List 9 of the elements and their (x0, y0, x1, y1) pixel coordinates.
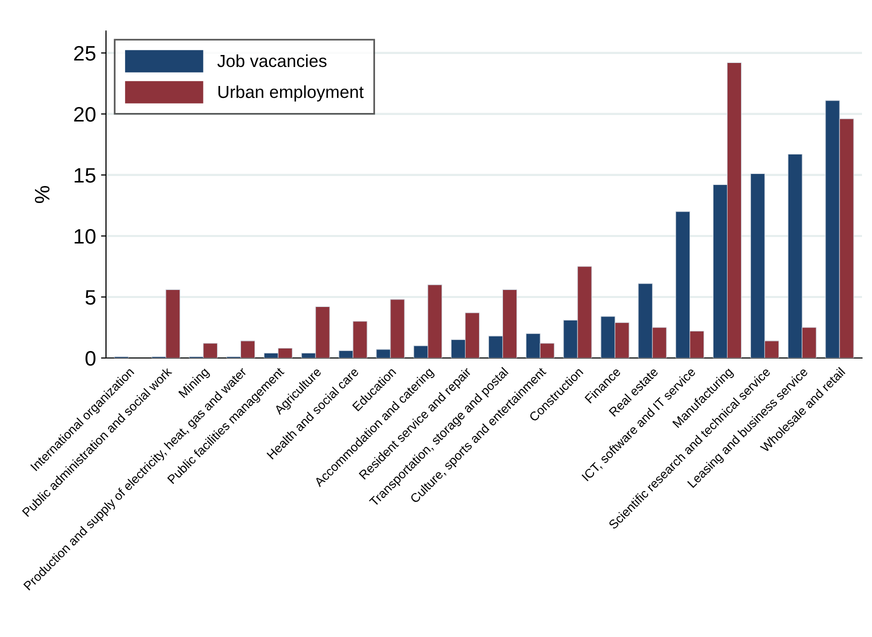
legend-label: Job vacancies (217, 54, 326, 68)
y-tick-label: 15 (74, 168, 96, 183)
y-tick-label: 0 (86, 351, 96, 366)
legend-label: Urban employment (218, 85, 364, 102)
y-tick-label: 20 (74, 106, 96, 122)
y-tick-label: 25 (74, 46, 96, 61)
y-tick-label: 5 (86, 290, 96, 305)
y-tick-label: 10 (74, 228, 96, 244)
y-axis-title: % (34, 186, 50, 204)
